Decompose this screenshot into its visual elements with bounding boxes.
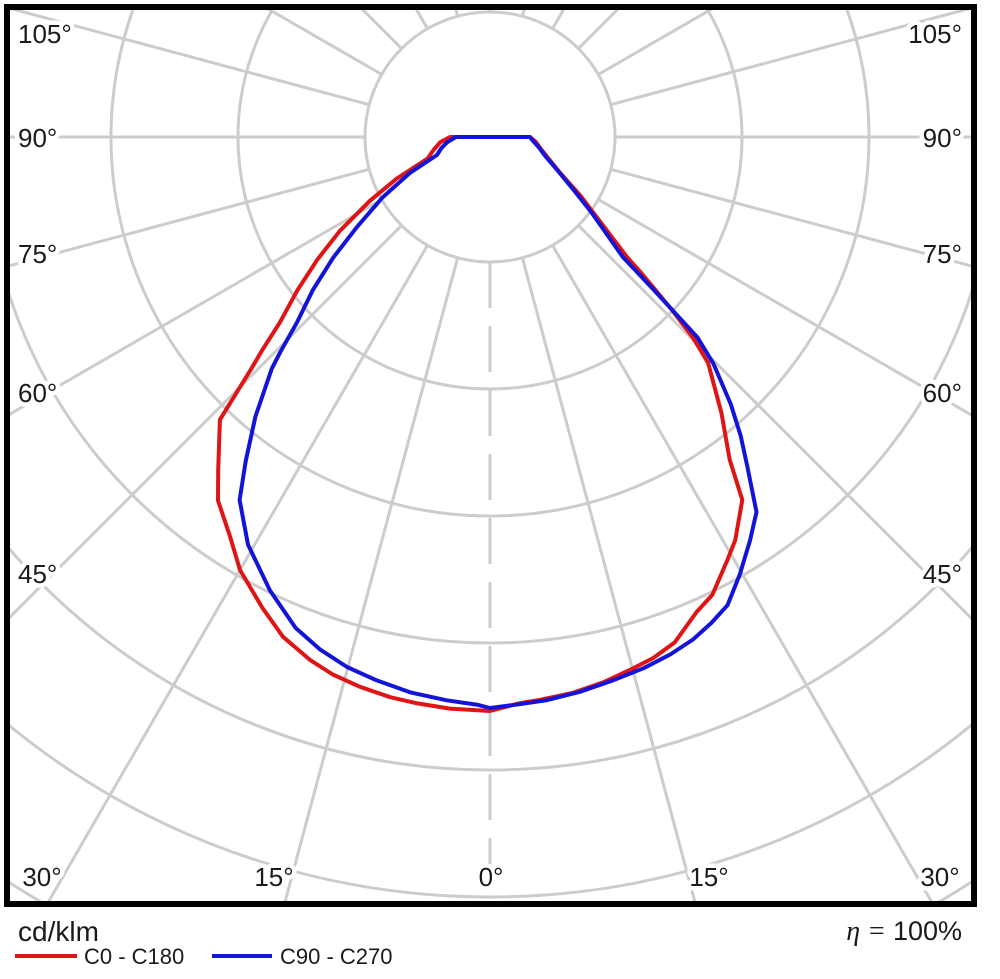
grid-ring xyxy=(109,10,871,518)
angle-label: 0° xyxy=(479,862,504,892)
angle-label: 45° xyxy=(923,559,962,589)
grid-spoke xyxy=(610,167,971,268)
angle-label: 105° xyxy=(908,19,962,49)
grid-spoke xyxy=(10,224,403,620)
grid-spoke xyxy=(551,244,933,901)
angle-labels: 105° 90° 75° 60° 45° 105° 90° 75° 60° 45° 30° 15° 0°… xyxy=(14,15,967,897)
angle-label: 15° xyxy=(254,862,293,892)
grid-ring xyxy=(10,723,971,899)
angle-label: 105° xyxy=(18,19,72,49)
angle-label: 60° xyxy=(18,378,57,408)
angle-label: 90° xyxy=(18,123,57,153)
grid-spoke xyxy=(10,10,370,107)
grid-spoke xyxy=(520,257,697,901)
angle-label: 90° xyxy=(923,123,962,153)
angle-label: 75° xyxy=(18,239,57,269)
angle-label: 45° xyxy=(18,559,57,589)
grid-spoke xyxy=(10,167,370,268)
legend: cd/klm C0 - C180 C90 - C270 η = 100% xyxy=(15,916,962,969)
plot-frame xyxy=(4,4,977,907)
legend-label-c90-c270: C90 - C270 xyxy=(280,944,393,969)
angle-label: 60° xyxy=(923,378,962,408)
efficiency-eta-label: η = xyxy=(846,916,886,947)
grid-spoke xyxy=(10,198,383,416)
grid-spoke xyxy=(283,257,460,901)
angle-label: 30° xyxy=(22,862,61,892)
grid-spoke xyxy=(597,198,971,417)
angle-label: 15° xyxy=(689,862,728,892)
curve-c90-c270 xyxy=(237,135,759,710)
unit-label: cd/klm xyxy=(18,916,99,947)
grid-ring xyxy=(10,288,971,645)
curve-c0-c180 xyxy=(216,135,745,713)
angle-label: 75° xyxy=(923,239,962,269)
grid-ring xyxy=(10,546,971,772)
grid-spoke xyxy=(577,224,971,621)
grid-spoke xyxy=(610,10,970,107)
intensity-curves xyxy=(216,135,759,713)
efficiency-value: 100% xyxy=(893,916,962,946)
angle-label: 30° xyxy=(920,862,959,892)
legend-label-c0-c180: C0 - C180 xyxy=(84,944,184,969)
grid-spoke xyxy=(47,244,429,901)
